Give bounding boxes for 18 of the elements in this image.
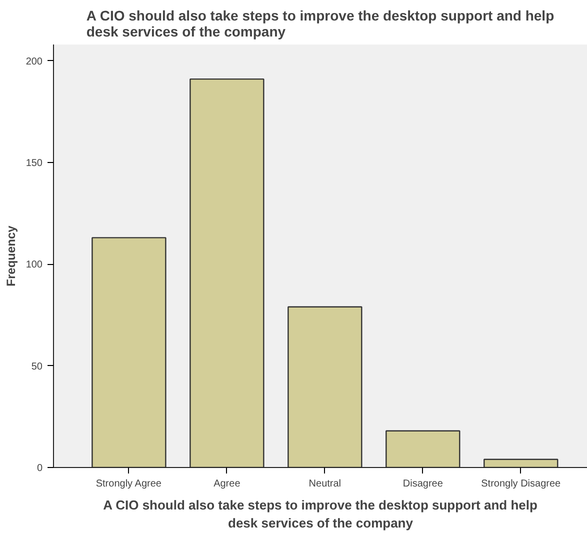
- chart-title: A CIO should also take steps to improve the desktop support and help desk services of the company: [86, 8, 554, 40]
- y-tick-label: 150: [26, 158, 43, 169]
- x-axis-title: A CIO should also take steps to improve the desktop support and help desk services of the company: [103, 498, 538, 530]
- y-tick-label: 200: [26, 56, 43, 68]
- x-tick-label: Disagree: [402, 478, 444, 490]
- y-axis-title: Frequency: [4, 225, 18, 286]
- x-tick-label: Strongly Disagree: [481, 478, 562, 490]
- bar: [484, 458, 558, 468]
- bar: [190, 78, 264, 468]
- x-tick-label: Neutral: [308, 478, 342, 490]
- x-tick-label: Strongly Agree: [96, 478, 162, 490]
- bar: [386, 430, 460, 468]
- y-tick-label: 50: [31, 361, 43, 372]
- x-tick-label: Agree: [214, 478, 241, 490]
- bar: [288, 306, 362, 468]
- y-tick-label: 0: [36, 463, 43, 474]
- bar: [92, 237, 166, 468]
- y-tick-label: 100: [26, 260, 43, 271]
